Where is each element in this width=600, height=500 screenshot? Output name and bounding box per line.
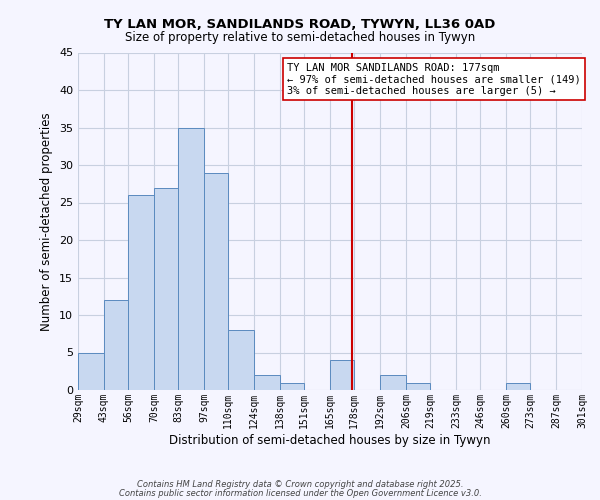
X-axis label: Distribution of semi-detached houses by size in Tywyn: Distribution of semi-detached houses by … <box>169 434 491 446</box>
Y-axis label: Number of semi-detached properties: Number of semi-detached properties <box>40 112 53 330</box>
Bar <box>78 352 104 390</box>
Bar <box>380 375 406 390</box>
Bar <box>506 382 530 390</box>
Text: Contains public sector information licensed under the Open Government Licence v3: Contains public sector information licen… <box>119 488 481 498</box>
Bar <box>104 300 128 390</box>
Bar <box>154 188 178 390</box>
Text: TY LAN MOR, SANDILANDS ROAD, TYWYN, LL36 0AD: TY LAN MOR, SANDILANDS ROAD, TYWYN, LL36… <box>104 18 496 30</box>
Bar <box>406 382 430 390</box>
Text: Size of property relative to semi-detached houses in Tywyn: Size of property relative to semi-detach… <box>125 31 475 44</box>
Bar <box>330 360 354 390</box>
Bar <box>228 330 254 390</box>
Bar <box>178 128 204 390</box>
Bar <box>582 382 600 390</box>
Bar <box>204 172 228 390</box>
Text: Contains HM Land Registry data © Crown copyright and database right 2025.: Contains HM Land Registry data © Crown c… <box>137 480 463 489</box>
Bar <box>254 375 280 390</box>
Text: TY LAN MOR SANDILANDS ROAD: 177sqm
← 97% of semi-detached houses are smaller (14: TY LAN MOR SANDILANDS ROAD: 177sqm ← 97%… <box>287 62 581 96</box>
Bar <box>128 195 154 390</box>
Bar <box>280 382 304 390</box>
